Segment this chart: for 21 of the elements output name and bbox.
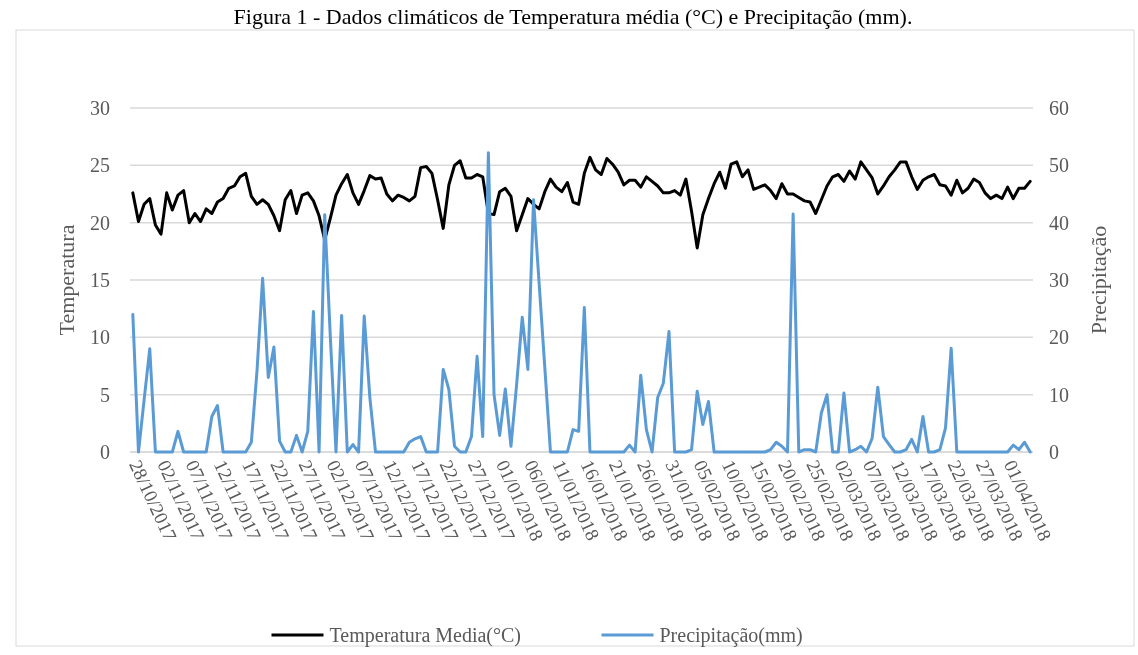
legend-label: Temperatura Media(°C) (329, 624, 522, 647)
y2-tick-label: 60 (1049, 97, 1069, 119)
y-axis-title: Temperatura (54, 224, 79, 336)
y-tick-label: 25 (90, 154, 110, 177)
y2-tick-label: 40 (1049, 211, 1069, 234)
y2-tick-label: 20 (1049, 326, 1069, 349)
y-tick-label: 15 (90, 269, 110, 291)
y2-tick-label: 0 (1049, 441, 1059, 463)
y-tick-label: 30 (90, 97, 110, 119)
y-tick-label: 5 (100, 383, 110, 406)
chart-title: Figura 1 - Dados climáticos de Temperatura média (°C) e Precipitação (mm). (233, 4, 913, 29)
y2-tick-label: 30 (1049, 269, 1069, 291)
line-series (131, 151, 1032, 454)
line-series (131, 155, 1032, 250)
y2-tick-label: 50 (1049, 154, 1069, 177)
y2-axis-title: Precipitação (1086, 225, 1111, 335)
y2-tick-label: 10 (1049, 383, 1069, 406)
y-tick-label: 20 (90, 211, 110, 234)
y-tick-label: 0 (100, 441, 110, 463)
legend-label: Precipitação(mm) (659, 624, 803, 647)
y-tick-label: 10 (90, 326, 110, 349)
